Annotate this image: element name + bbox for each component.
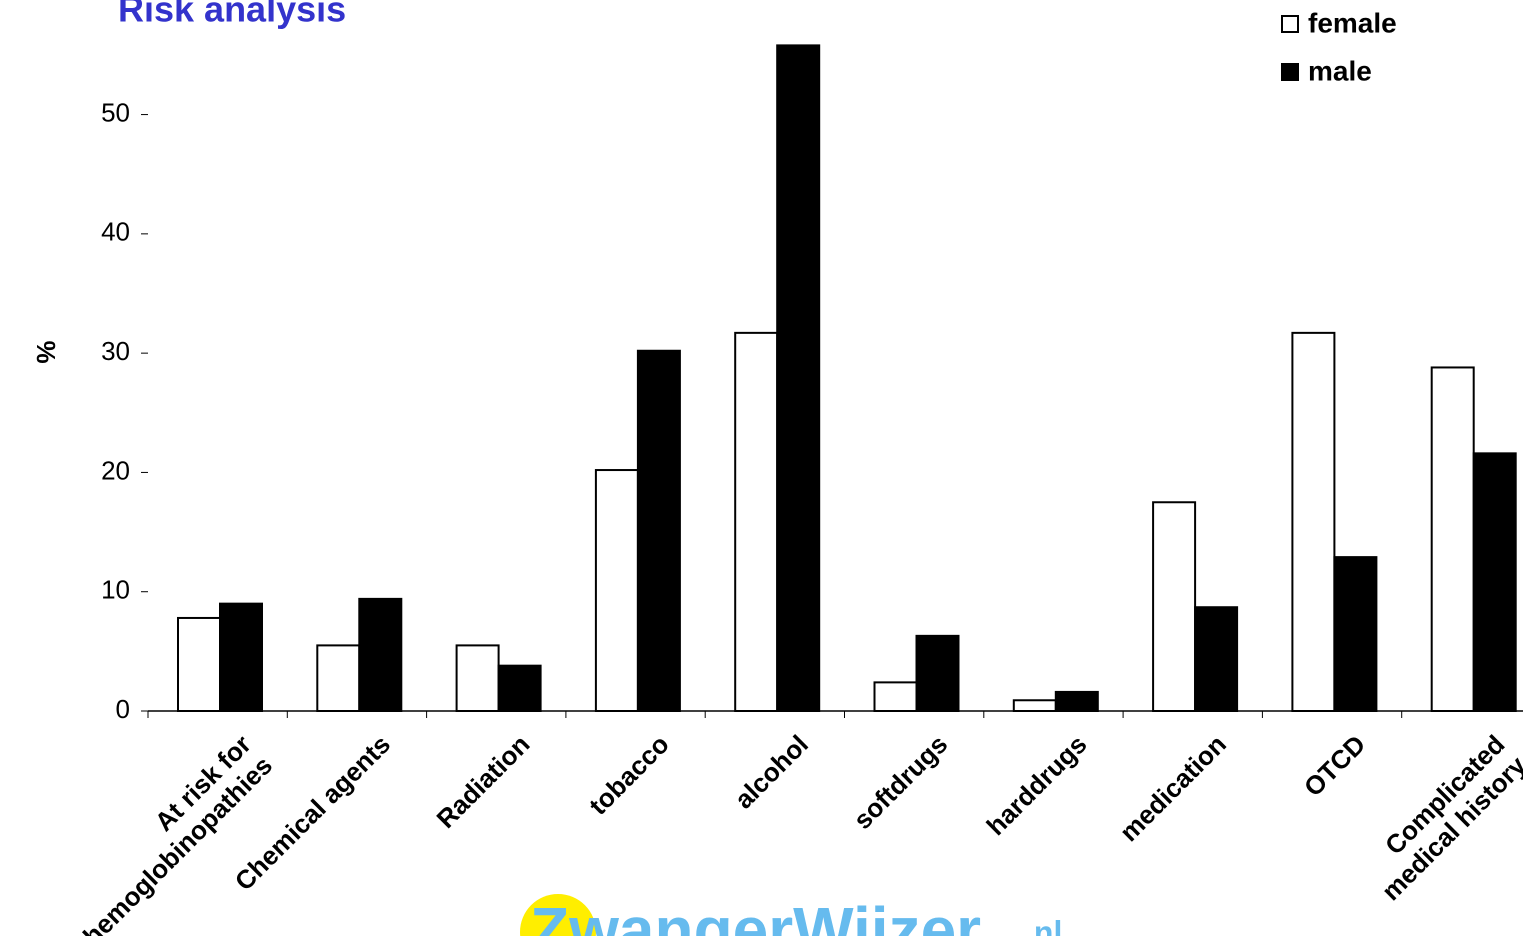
logo-suffix: .nl [1025, 914, 1062, 936]
y-tick-label: 40 [101, 217, 130, 247]
bar [497, 664, 542, 713]
bar [219, 602, 263, 713]
bar [915, 634, 960, 712]
y-tick-label: 50 [101, 97, 130, 127]
bar [177, 616, 221, 713]
legend-swatch [1281, 15, 1299, 33]
bar [1333, 556, 1378, 712]
legend-swatch [1281, 63, 1299, 81]
bar [455, 644, 500, 713]
bar [316, 644, 361, 713]
bar [636, 349, 681, 712]
y-axis-label: % [31, 340, 61, 363]
bar [873, 681, 918, 712]
chart-title: Risk analysis [118, 0, 346, 30]
x-tick-label: Complicatedmedical history [1354, 729, 1523, 907]
bar [1430, 366, 1475, 712]
y-tick-label: 30 [101, 336, 130, 366]
bar [734, 331, 779, 712]
y-tick-label: 0 [116, 694, 130, 724]
bar [776, 44, 821, 712]
x-tick-label: softdrugs [847, 729, 953, 835]
bar [1012, 699, 1057, 712]
logo-circle [520, 894, 596, 936]
bar [1054, 690, 1099, 713]
x-tick-label: tobacco [583, 729, 675, 821]
bar [1291, 331, 1336, 712]
x-tick-label: medication [1114, 729, 1232, 847]
bar [594, 469, 639, 712]
logo-text: ZwangerWijzer [530, 894, 981, 936]
legend-label: male [1308, 55, 1372, 86]
x-tick-label: harddrugs [980, 729, 1092, 841]
bar [1472, 452, 1517, 712]
x-tick-label: Radiation [430, 729, 535, 834]
x-tick-label: OTCD [1298, 729, 1371, 802]
y-tick-label: 10 [101, 575, 130, 605]
bar [358, 597, 403, 712]
x-tick-label: At risk forhemoglobinopathies [56, 729, 278, 936]
y-tick-label: 20 [101, 455, 130, 485]
bar [1152, 501, 1197, 712]
x-tick-label: alcohol [728, 729, 814, 815]
legend-label: female [1308, 7, 1397, 38]
bar [1194, 606, 1239, 713]
